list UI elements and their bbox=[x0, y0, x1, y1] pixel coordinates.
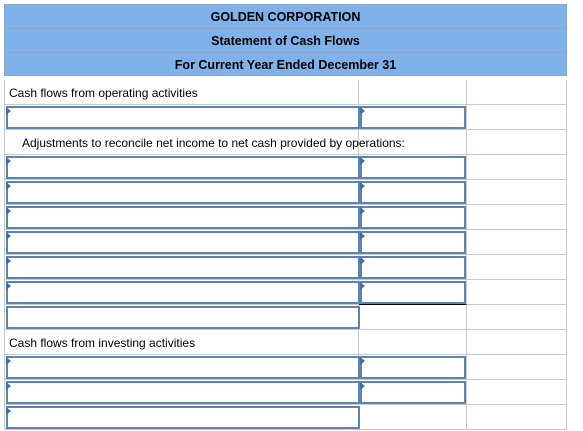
operating-entry-input[interactable] bbox=[6, 106, 360, 129]
adjustment-entry-input[interactable] bbox=[6, 256, 360, 279]
adjustments-section-label: Adjustments to reconcile net income to n… bbox=[22, 136, 405, 150]
table-row bbox=[4, 155, 567, 180]
table-row bbox=[4, 305, 567, 330]
table-row bbox=[4, 105, 567, 130]
adjustment-amount-input[interactable] bbox=[360, 206, 466, 229]
table-row bbox=[4, 255, 567, 280]
adjustment-amount-input[interactable] bbox=[360, 181, 466, 204]
adjustment-entry-input[interactable] bbox=[6, 156, 360, 179]
statement-header: GOLDEN CORPORATION Statement of Cash Flo… bbox=[4, 4, 567, 76]
adjustments-section-row: Adjustments to reconcile net income to n… bbox=[4, 130, 567, 155]
investing-section-label: Cash flows from investing activities bbox=[9, 336, 196, 350]
adjustments-subtotal-input[interactable] bbox=[6, 306, 360, 329]
adjustment-amount-input[interactable] bbox=[360, 156, 466, 179]
adjustment-entry-input[interactable] bbox=[6, 281, 360, 304]
table-row bbox=[4, 405, 567, 430]
table-row bbox=[4, 180, 567, 205]
adjustment-entry-input[interactable] bbox=[6, 231, 360, 254]
table-row bbox=[4, 355, 567, 380]
adjustment-amount-input[interactable] bbox=[360, 231, 466, 254]
adjustment-entry-input[interactable] bbox=[6, 206, 360, 229]
investing-entry-input[interactable] bbox=[6, 356, 360, 379]
investing-entry-input[interactable] bbox=[6, 381, 360, 404]
operating-amount-input[interactable] bbox=[360, 106, 466, 129]
company-name: GOLDEN CORPORATION bbox=[4, 4, 567, 28]
adjustment-amount-input[interactable] bbox=[360, 256, 466, 279]
table-row bbox=[4, 280, 567, 305]
investing-section-row: Cash flows from investing activities bbox=[4, 330, 567, 355]
table-row bbox=[4, 205, 567, 230]
investing-amount-input[interactable] bbox=[360, 381, 466, 404]
adjustment-amount-input[interactable] bbox=[360, 281, 466, 304]
investing-amount-input[interactable] bbox=[360, 356, 466, 379]
statement-title: Statement of Cash Flows bbox=[4, 28, 567, 52]
operating-section-row: Cash flows from operating activities bbox=[4, 80, 567, 105]
operating-section-label: Cash flows from operating activities bbox=[9, 86, 198, 100]
statement-period: For Current Year Ended December 31 bbox=[4, 52, 567, 76]
table-row bbox=[4, 380, 567, 405]
table-row bbox=[4, 230, 567, 255]
adjustment-entry-input[interactable] bbox=[6, 181, 360, 204]
investing-entry-input[interactable] bbox=[6, 406, 360, 429]
